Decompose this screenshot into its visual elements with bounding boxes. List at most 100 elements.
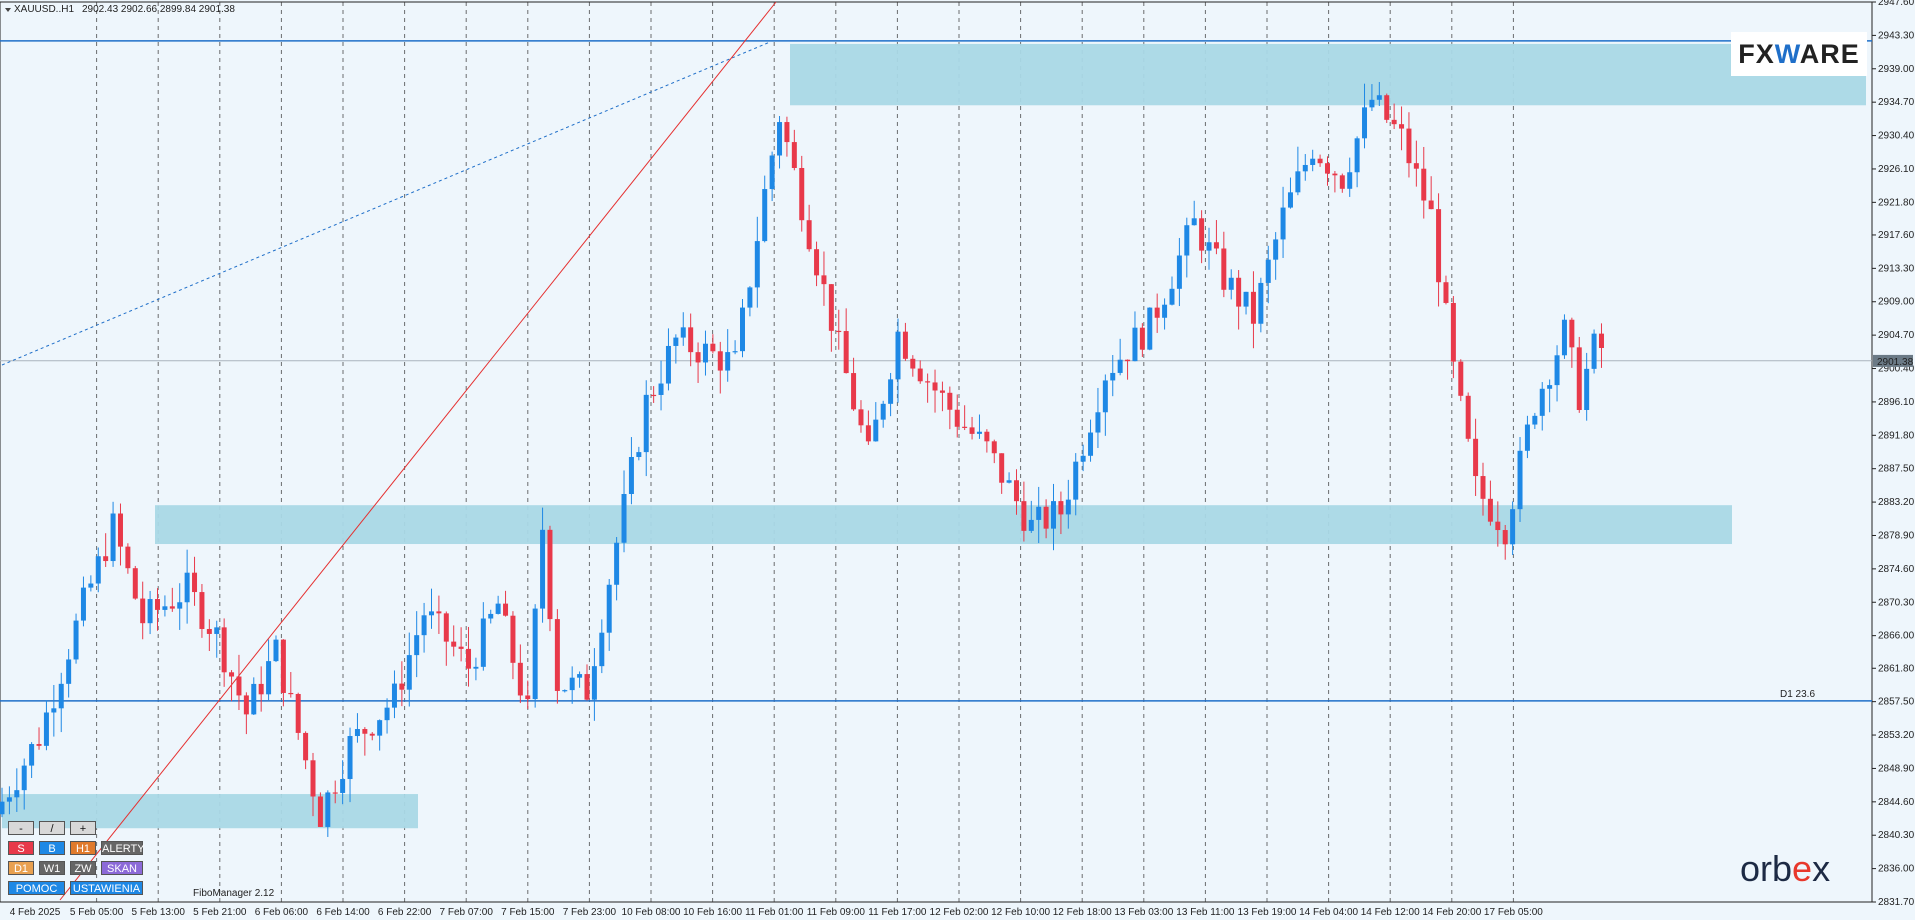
candle-body[interactable] [1139,327,1145,350]
candle-body[interactable] [1265,259,1271,283]
candle-body[interactable] [258,683,264,695]
candle-body[interactable] [1006,480,1012,483]
candle-body[interactable] [340,779,346,793]
candle-body[interactable] [1569,319,1575,348]
candle-body[interactable] [710,343,716,352]
candle-body[interactable] [132,568,138,599]
candle-body[interactable] [1576,347,1582,410]
candle-body[interactable] [1102,380,1108,413]
candle-body[interactable] [1480,476,1486,499]
candle-body[interactable] [1028,519,1034,531]
candle-body[interactable] [1310,158,1316,165]
candle-body[interactable] [177,602,183,609]
alerts-button[interactable]: ALERTY [101,841,145,855]
candle-body[interactable] [1406,128,1412,164]
candle-body[interactable] [547,529,553,620]
candle-body[interactable] [1236,277,1242,307]
candle-body[interactable] [280,639,286,693]
candle-body[interactable] [636,452,642,457]
candle-body[interactable] [614,542,620,585]
candle-body[interactable] [1554,355,1560,386]
candle-body[interactable] [991,441,997,454]
candle-body[interactable] [406,655,412,690]
candle-body[interactable] [747,287,753,308]
candle-body[interactable] [1132,327,1138,362]
candle-body[interactable] [295,693,301,733]
candle-body[interactable] [717,351,723,371]
candle-body[interactable] [221,627,227,673]
candle-body[interactable] [266,661,272,695]
candle-body[interactable] [1347,172,1353,189]
supply-demand-zone[interactable] [790,43,1866,106]
candle-body[interactable] [273,639,279,662]
candle-body[interactable] [777,122,783,156]
candle-body[interactable] [147,599,153,624]
candle-body[interactable] [1088,432,1094,456]
candle-body[interactable] [214,627,220,634]
candle-body[interactable] [317,796,323,827]
candle-body[interactable] [243,695,249,715]
candle-body[interactable] [1110,372,1116,381]
candle-body[interactable] [836,330,842,333]
candle-body[interactable] [1162,304,1168,318]
candle-body[interactable] [910,358,916,369]
candle-body[interactable] [332,792,338,794]
candle-body[interactable] [577,674,583,678]
candle-body[interactable] [354,729,360,737]
candle-body[interactable] [665,345,671,384]
candle-body[interactable] [1369,99,1375,108]
candle-body[interactable] [14,790,20,798]
candle-body[interactable] [584,674,590,700]
candle-body[interactable] [1199,218,1205,251]
candle-body[interactable] [1013,480,1019,502]
candle-body[interactable] [0,801,5,815]
candle-body[interactable] [554,619,560,691]
candle-body[interactable] [732,351,738,353]
candle-body[interactable] [873,419,879,442]
candle-body[interactable] [1206,242,1212,251]
candle-body[interactable] [954,409,960,427]
candle-body[interactable] [643,394,649,453]
candle-body[interactable] [962,426,968,428]
candle-body[interactable] [369,733,375,736]
candle-body[interactable] [95,556,101,584]
candle-body[interactable] [843,331,849,374]
candle-body[interactable] [1510,509,1516,545]
candle-body[interactable] [155,599,161,610]
candle-body[interactable] [1169,288,1175,305]
candle-body[interactable] [1598,333,1604,348]
candle-body[interactable] [1399,124,1405,129]
candle-body[interactable] [1332,173,1338,176]
candle-body[interactable] [473,666,479,669]
candle-body[interactable] [347,736,353,780]
candle-body[interactable] [466,648,472,669]
candle-body[interactable] [510,615,516,663]
candle-body[interactable] [1443,282,1449,303]
candle-body[interactable] [325,792,331,827]
candle-body[interactable] [688,327,694,353]
buy-button[interactable]: B [39,841,65,855]
symbol-dropdown-icon[interactable] [5,8,11,12]
candle-body[interactable] [880,403,886,420]
candle-body[interactable] [1125,359,1131,362]
candle-body[interactable] [532,608,538,700]
candle-body[interactable] [1243,291,1249,307]
candle-body[interactable] [628,456,634,495]
candle-body[interactable] [799,167,805,221]
candle-body[interactable] [1184,225,1190,256]
candle-body[interactable] [1287,192,1293,208]
candle-body[interactable] [1095,412,1101,433]
candle-body[interactable] [769,155,775,190]
candle-body[interactable] [725,352,731,371]
candle-body[interactable] [458,646,464,649]
candle-body[interactable] [495,603,501,614]
candle-body[interactable] [1317,158,1323,164]
candle-body[interactable] [562,690,568,692]
candle-body[interactable] [1051,501,1057,529]
candle-body[interactable] [821,275,827,285]
candle-body[interactable] [36,744,42,746]
candle-body[interactable] [192,572,198,593]
candle-body[interactable] [1273,239,1279,260]
candle-body[interactable] [569,677,575,691]
